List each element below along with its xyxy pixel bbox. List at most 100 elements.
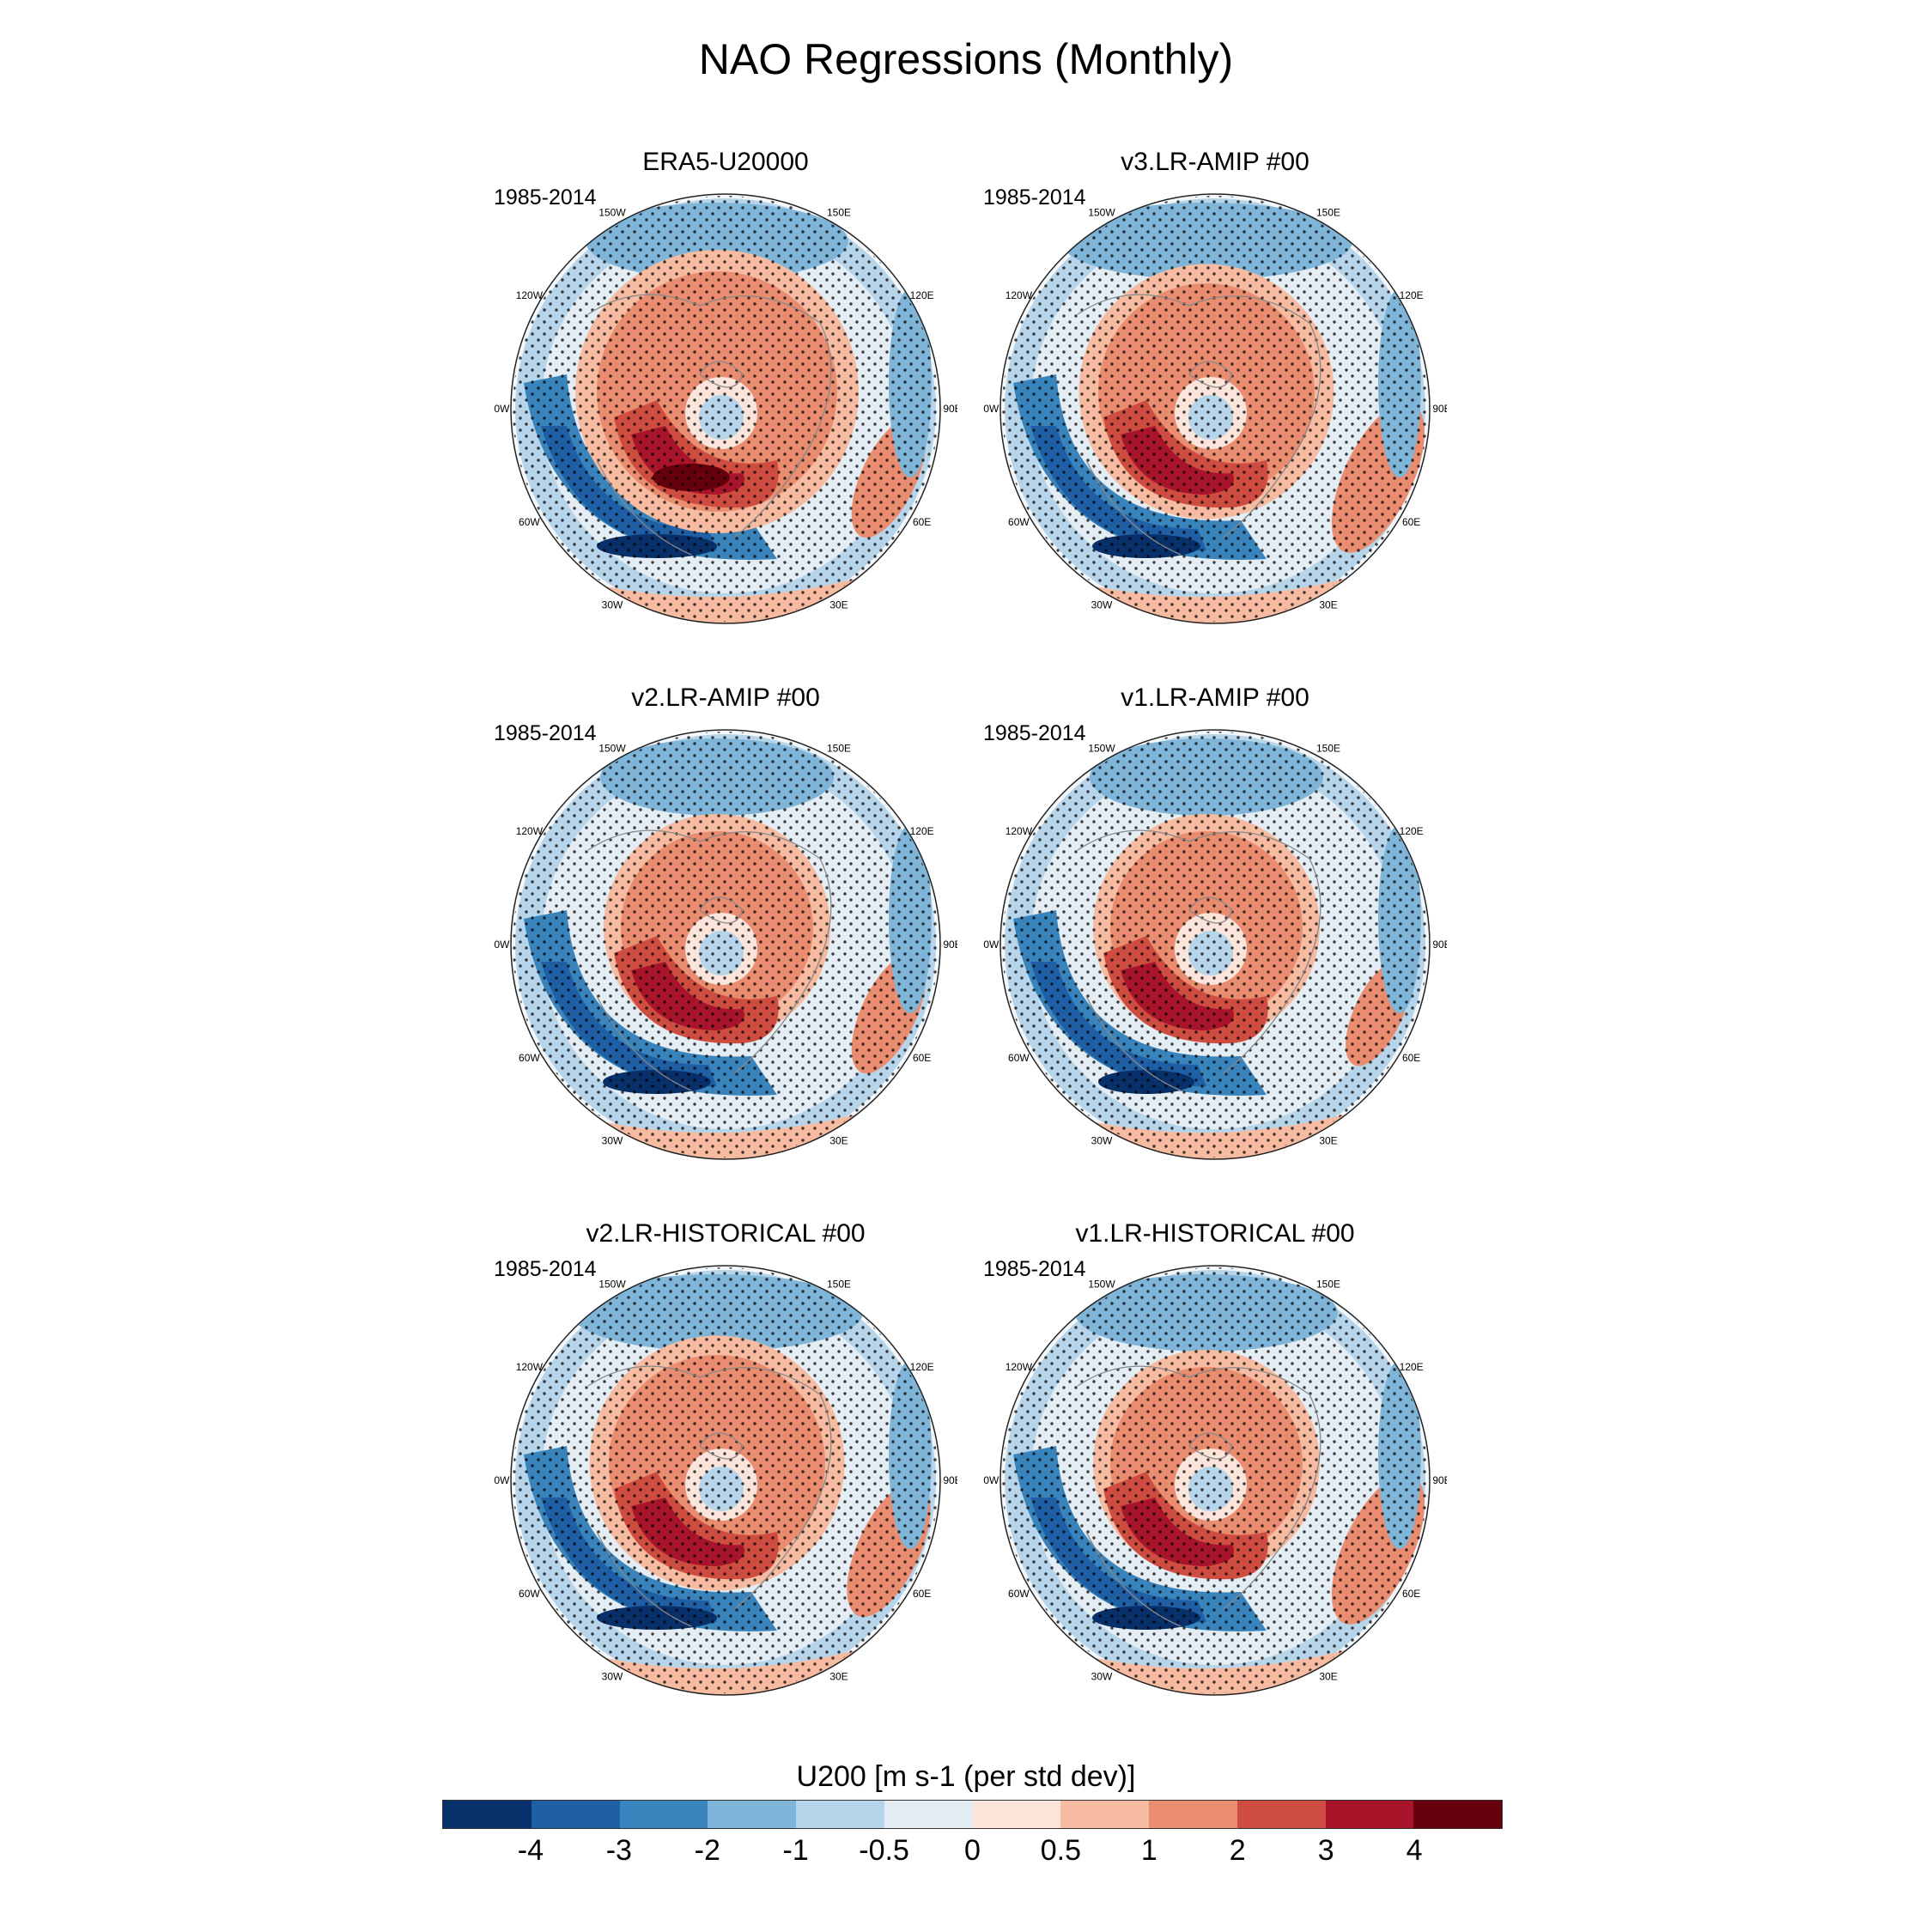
longitude-label: 90W [494,1474,510,1486]
colorbar-tick-label: -0.5 [859,1834,909,1867]
longitude-label: 30W [1091,1671,1113,1683]
longitude-label: 120E [1400,825,1424,837]
panel-title: v2.LR-AMIP #00 [631,683,820,712]
longitude-label: 90W [494,939,510,951]
longitude-label: 60E [913,1052,931,1064]
longitude-label: 30W [602,1135,623,1147]
longitude-label: 150W [1088,206,1115,218]
longitude-label: 90E [1432,403,1447,415]
longitude-label: 150W [598,1278,626,1290]
longitude-label: 120E [1400,289,1424,301]
longitude-label: 150E [827,742,851,754]
longitude-label: 30E [829,599,848,611]
longitude-label: 60E [913,1588,931,1600]
longitude-label: 60E [1402,516,1420,528]
panel-title: v1.LR-HISTORICAL #00 [1075,1219,1355,1248]
longitude-label: 30W [602,599,623,611]
longitude-label: 90E [943,1474,957,1486]
longitude-label: 150W [598,742,626,754]
longitude-label: 180 [1206,723,1224,724]
longitude-label: 150E [1316,206,1340,218]
polar-map: 180150E120E90E60E30E030W60W90W120W150W [983,723,1447,1160]
panel-v1-historical: v1.LR-HISTORICAL #00 1985-2014 180 150E 12… [983,1219,1447,1700]
longitude-label: 90E [943,939,957,951]
longitude-label: 30W [602,1671,623,1683]
longitude-label: 60W [519,1588,540,1600]
longitude-label: 30E [1319,1671,1337,1683]
panel-title: v1.LR-AMIP #00 [1121,683,1309,712]
longitude-label: 60E [1402,1052,1420,1064]
longitude-label: 120W [1005,289,1033,301]
panel-period: 1985-2014 [983,721,1086,745]
colorbar-segment [1325,1801,1414,1828]
colorbar-tick-label: -3 [605,1834,632,1867]
panel-title: v2.LR-HISTORICAL #00 [586,1219,866,1248]
colorbar-tick-label: 1 [1140,1834,1157,1867]
longitude-label: 90W [983,403,999,415]
colorbar-segment [531,1801,620,1828]
colorbar-tick-label: 3 [1317,1834,1334,1867]
panel-v1-amip: v1.LR-AMIP #00 1985-2014 180 150E 120E 90E 6… [983,683,1447,1164]
colorbar-tick-label: 4 [1406,1834,1423,1867]
longitude-label: 120W [516,825,544,837]
colorbar-tick-label: 0.5 [1040,1834,1082,1867]
panel-era5: ERA5-U20000 1985-2014 180 150E 120E 90E 60E 3… [494,148,957,629]
colorbar-tick-label: -1 [782,1834,809,1867]
longitude-label: 120E [910,1361,934,1373]
colorbar-title: U200 [m s-1 (per std dev)] [796,1760,1136,1793]
panel-title: ERA5-U20000 [642,148,809,176]
colorbar-segment [708,1801,796,1828]
polar-map: 180150E120E90E60E30E030W60W90W120W150W [983,1259,1447,1696]
longitude-label: 30W [1091,1135,1113,1147]
polar-map: 180150E120E90E60E30E030W60W90W120W150W [494,723,957,1160]
colorbar-tick-label: 0 [964,1834,981,1867]
longitude-label: 60E [1402,1588,1420,1600]
longitude-label: 30W [1091,599,1113,611]
longitude-label: 150W [598,206,626,218]
longitude-label: 90W [983,939,999,951]
panel-v3-amip: v3.LR-AMIP #00 1985-2014 180 150E 120E 90E 6… [983,148,1447,629]
longitude-label: 60W [519,516,540,528]
longitude-label: 120E [910,289,934,301]
longitude-label: 60W [1008,1588,1030,1600]
panel-period: 1985-2014 [983,185,1086,210]
longitude-label: 30E [829,1135,848,1147]
colorbar [442,1800,1503,1829]
polar-map: 180150E120E90E60E30E030W60W90W120W150W [494,187,957,624]
longitude-label: 60W [519,1052,540,1064]
colorbar-segment [443,1801,532,1828]
longitude-label: 150E [827,206,851,218]
colorbar-tick-label: -2 [694,1834,720,1867]
longitude-label: 90E [943,403,957,415]
figure-title: NAO Regressions (Monthly) [698,35,1234,83]
polar-map: 180150E120E90E60E30E030W60W90W120W150W [494,1259,957,1696]
colorbar-tick-labels: -4 -3 -2 -1 -0.5 0 0.5 1 2 3 4 [442,1834,1503,1868]
longitude-label: 60W [1008,1052,1030,1064]
longitude-label: 150E [1316,742,1340,754]
colorbar-segment [619,1801,708,1828]
colorbar-segment [1060,1801,1149,1828]
panel-period: 1985-2014 [983,1257,1086,1281]
longitude-label: 120W [516,1361,544,1373]
colorbar-tick-label: -4 [517,1834,544,1867]
longitude-label: 150E [1316,1278,1340,1290]
longitude-label: 30E [829,1671,848,1683]
longitude-label: 120E [1400,1361,1424,1373]
colorbar-segment [796,1801,884,1828]
colorbar-segment [1149,1801,1237,1828]
longitude-label: 120W [1005,825,1033,837]
longitude-label: 90E [1432,939,1447,951]
longitude-label: 60W [1008,516,1030,528]
longitude-label: 30E [1319,1135,1337,1147]
longitude-label: 180 [1206,1259,1224,1260]
panel-period: 1985-2014 [494,721,597,745]
panel-title: v3.LR-AMIP #00 [1121,148,1309,176]
colorbar-segment [1413,1801,1502,1828]
longitude-label: 180 [717,1259,734,1260]
longitude-label: 90W [983,1474,999,1486]
longitude-label: 150E [827,1278,851,1290]
colorbar-segment [884,1801,973,1828]
panel-period: 1985-2014 [494,185,597,210]
longitude-label: 180 [717,187,734,188]
longitude-label: 180 [717,723,734,724]
